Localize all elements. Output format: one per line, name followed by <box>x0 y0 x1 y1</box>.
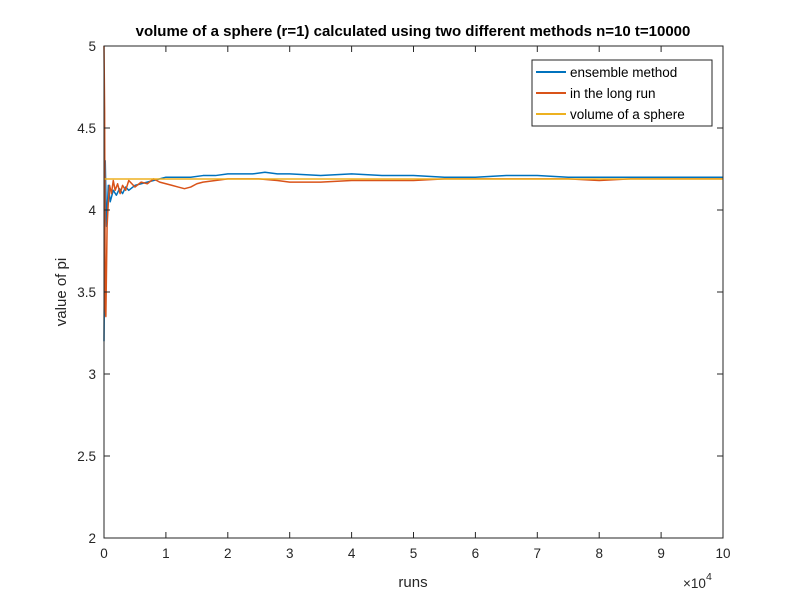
y-tick-label: 3 <box>88 367 96 382</box>
legend-label: volume of a sphere <box>570 107 685 122</box>
x-tick-label: 6 <box>472 546 480 561</box>
legend-items: ensemble method in the long run volume of … <box>536 65 685 122</box>
y-tick-label: 3.5 <box>77 285 96 300</box>
axes-background <box>104 46 723 538</box>
x-tick-label: 10 <box>715 546 730 561</box>
legend-entry[interactable]: in the long run <box>536 86 656 101</box>
x-tick-label: 7 <box>534 546 542 561</box>
x-tick-label: 8 <box>595 546 603 561</box>
x-tick-label: 5 <box>410 546 418 561</box>
x-axis-label: runs <box>398 574 427 591</box>
y-tick-label: 2 <box>88 531 96 546</box>
legend-label: ensemble method <box>570 65 677 80</box>
x-tick-label: 1 <box>162 546 170 561</box>
x-tick-label: 4 <box>348 546 356 561</box>
y-tick-label: 4 <box>88 203 96 218</box>
plot-area: 0 1 2 3 4 5 6 7 8 9 10 2 2.5 3 3.5 4 4.5 5 <box>77 39 730 561</box>
tick-layer: 0 1 2 3 4 5 6 7 8 9 10 2 2.5 3 3.5 4 4.5 5 <box>77 39 730 561</box>
legend[interactable]: ensemble method in the long run volume of … <box>531 59 713 127</box>
x-exponent-power: 4 <box>706 571 712 583</box>
legend-label: in the long run <box>570 86 656 101</box>
series-layer <box>103 45 723 342</box>
x-tick-label: 2 <box>224 546 232 561</box>
x-tick-label: 3 <box>286 546 294 561</box>
y-tick-label: 4.5 <box>77 121 96 136</box>
legend-entry[interactable]: ensemble method <box>536 65 677 80</box>
x-tick-label: 0 <box>100 546 108 561</box>
y-tick-label: 2.5 <box>77 449 96 464</box>
legend-entry[interactable]: volume of a sphere <box>536 107 685 122</box>
x-exponent-label: ×10 4 <box>683 571 712 591</box>
series-line-1 <box>103 160 723 342</box>
y-tick-label: 5 <box>88 39 96 54</box>
chart-title: volume of a sphere (r=1) calculated usin… <box>136 23 691 40</box>
x-exponent-base: ×10 <box>683 576 706 591</box>
x-tick-label: 9 <box>657 546 665 561</box>
y-axis-label: value of pi <box>53 258 70 326</box>
